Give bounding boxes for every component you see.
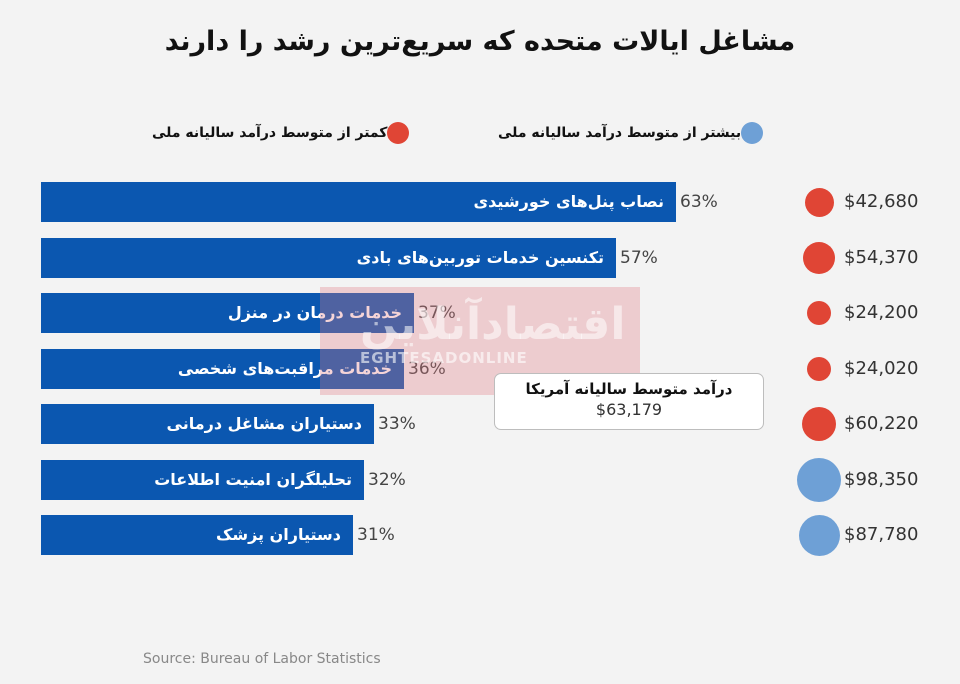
bar-value-label: 33% — [378, 414, 416, 434]
bar-label: خدمات درمان در منزل — [227, 303, 402, 322]
salary-dot — [802, 407, 836, 441]
legend-below-average: کمتر از متوسط درآمد سالیانه ملی — [152, 122, 419, 144]
salary-dot — [805, 188, 834, 217]
legend-above-dot — [741, 122, 764, 144]
salary-label: $60,220 — [844, 413, 919, 434]
bar: نصاب پنل‌های خورشیدی — [41, 182, 676, 222]
legend-above-label: بیشتر از متوسط درآمد سالیانه ملی — [498, 125, 742, 141]
bar-label: دستیاران پزشک — [215, 525, 341, 544]
salary-dot — [799, 515, 840, 556]
legend-below-label: کمتر از متوسط درآمد سالیانه ملی — [152, 125, 388, 141]
bar-label: نصاب پنل‌های خورشیدی — [473, 192, 664, 211]
source-note: Source: Bureau of Labor Statistics — [143, 651, 381, 667]
average-salary-value: $63,179 — [595, 400, 663, 419]
legend-below-dot — [387, 122, 410, 144]
bar: دستیاران پزشک — [41, 515, 353, 555]
salary-label: $98,350 — [844, 469, 919, 490]
salary-label: $24,020 — [844, 358, 919, 379]
bar-value-label: 57% — [620, 248, 658, 268]
average-salary-label: درآمد متوسط سالیانه آمریکا — [525, 380, 733, 398]
bar: خدمات درمان در منزل — [41, 293, 414, 333]
bar-label: دستیاران مشاغل درمانی — [166, 414, 362, 433]
salary-dot — [797, 458, 841, 502]
bar: تکنسین خدمات توربین‌های بادی — [41, 238, 616, 278]
salary-dot — [807, 357, 831, 381]
watermark-text-fa: اقتصادآنلاین — [360, 299, 626, 350]
bar-value-label: 36% — [408, 359, 446, 379]
average-salary-box: درآمد متوسط سالیانه آمریکا $63,179 — [494, 373, 764, 430]
bar-value-label: 63% — [680, 192, 718, 212]
salary-label: $24,200 — [844, 302, 919, 323]
bar-label: تحلیلگران امنیت اطلاعات — [154, 470, 352, 489]
bar: تحلیلگران امنیت اطلاعات — [41, 460, 364, 500]
bar-label: خدمات مراقبت‌های شخصی — [177, 359, 392, 378]
watermark-text-en: EGHTESADONLINE — [360, 349, 528, 367]
bar-value-label: 32% — [368, 470, 406, 490]
salary-dot — [803, 242, 835, 274]
bar-label: تکنسین خدمات توربین‌های بادی — [356, 248, 604, 267]
salary-dot — [807, 301, 831, 325]
bar-value-label: 37% — [418, 303, 456, 323]
salary-label: $87,780 — [844, 524, 919, 545]
bar: دستیاران مشاغل درمانی — [41, 404, 374, 444]
bar: خدمات مراقبت‌های شخصی — [41, 349, 404, 389]
legend-above-average: بیشتر از متوسط درآمد سالیانه ملی — [498, 122, 773, 144]
salary-label: $54,370 — [844, 247, 919, 268]
salary-label: $42,680 — [844, 191, 919, 212]
chart-title: مشاغل ایالات متحده که سریع‌ترین رشد را د… — [164, 26, 796, 57]
bar-value-label: 31% — [357, 525, 395, 545]
